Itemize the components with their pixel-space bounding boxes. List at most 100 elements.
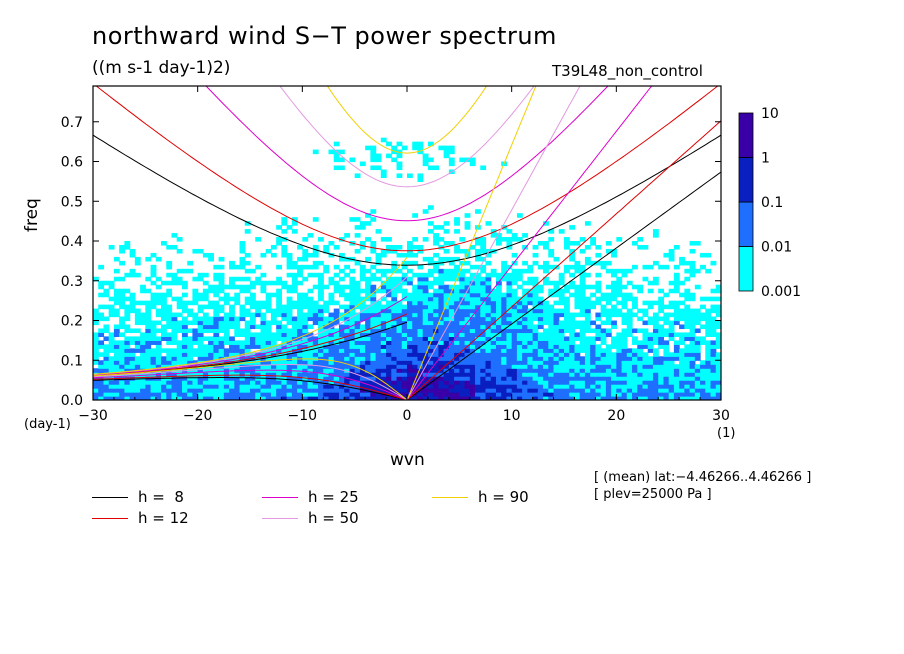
field-cell (307, 272, 314, 278)
field-cell (134, 316, 141, 322)
field-cell (689, 336, 696, 341)
field-cell (286, 288, 293, 294)
field-cell (412, 141, 419, 147)
field-cell (558, 372, 565, 377)
field-cell (516, 392, 523, 397)
field-cell (637, 368, 644, 373)
field-cell (501, 396, 508, 400)
field-cell (386, 332, 392, 337)
field-cell (637, 356, 644, 361)
field-cell (694, 348, 701, 353)
field-cell (427, 260, 434, 266)
field-cell (469, 340, 476, 345)
field-cell (448, 320, 455, 326)
field-cell (354, 233, 361, 238)
field-cell (244, 229, 251, 234)
field-cell (155, 276, 162, 282)
field-cell (511, 292, 518, 298)
field-cell (495, 272, 502, 278)
field-cell (145, 276, 152, 282)
field-cell (239, 284, 246, 290)
field-cell (501, 304, 508, 310)
field-cell (652, 364, 659, 369)
field-cell (511, 388, 518, 393)
field-cell (171, 336, 178, 341)
field-cell (564, 268, 570, 274)
field-cell (344, 233, 351, 238)
field-cell (548, 328, 555, 334)
field-cell (558, 328, 565, 334)
field-cell (501, 308, 508, 314)
field-cell (443, 324, 450, 330)
field-cell (407, 304, 413, 310)
field-cell (700, 296, 706, 302)
field-cell (124, 356, 131, 361)
field-cell (401, 332, 408, 337)
field-cell (417, 248, 424, 254)
field-cell (150, 396, 157, 400)
field-cell (548, 288, 555, 294)
field-cell (715, 336, 721, 341)
field-cell (375, 352, 382, 357)
field-cell (553, 352, 560, 357)
field-cell (511, 384, 518, 389)
field-cell (276, 300, 282, 306)
field-cell (323, 348, 330, 353)
field-cell (495, 280, 502, 286)
field-cell (98, 392, 105, 397)
field-cell (281, 221, 288, 226)
field-cell (265, 300, 272, 306)
field-cell (396, 252, 403, 258)
field-cell (595, 376, 602, 381)
field-cell (250, 344, 256, 349)
field-cell (438, 328, 445, 334)
field-cell (401, 372, 408, 377)
field-cell (401, 264, 408, 270)
field-cell (380, 376, 387, 381)
field-cell (642, 244, 649, 250)
field-cell (590, 328, 596, 334)
field-cell (506, 276, 513, 282)
gravity-wave-curve (205, 86, 609, 222)
field-cell (318, 344, 324, 349)
field-cell (616, 276, 623, 282)
field-cell (579, 376, 586, 381)
field-cell (501, 380, 508, 385)
field-cell (522, 368, 528, 373)
field-cell (270, 380, 277, 385)
field-cell (338, 237, 345, 242)
field-cell (621, 344, 628, 349)
field-cell (93, 392, 99, 397)
field-cell (433, 324, 439, 330)
field-cell (181, 292, 188, 298)
field-cell (417, 324, 424, 330)
field-cell (658, 392, 665, 397)
field-cell (166, 272, 173, 278)
field-cell (689, 352, 696, 357)
field-cell (448, 300, 455, 306)
field-cell (265, 308, 272, 314)
field-cell (307, 364, 314, 369)
field-cell (459, 292, 466, 298)
field-cell (522, 316, 528, 322)
field-cell (380, 169, 387, 175)
field-cell (511, 356, 518, 361)
field-cell (501, 384, 508, 389)
field-cell (506, 241, 513, 246)
field-cell (166, 372, 173, 377)
field-cell (354, 320, 361, 326)
colorbar-swatch (738, 246, 754, 292)
field-cell (213, 352, 220, 357)
field-cell (171, 356, 178, 361)
field-cell (401, 376, 408, 381)
field-cell (375, 328, 382, 334)
field-cell (103, 396, 110, 400)
field-cell (522, 324, 528, 330)
field-cell (344, 272, 351, 278)
field-cell (564, 340, 570, 345)
field-cell (286, 316, 293, 322)
field-cell (318, 332, 324, 337)
field-cell (469, 396, 476, 400)
field-cell (187, 392, 194, 397)
field-cell (469, 388, 476, 393)
